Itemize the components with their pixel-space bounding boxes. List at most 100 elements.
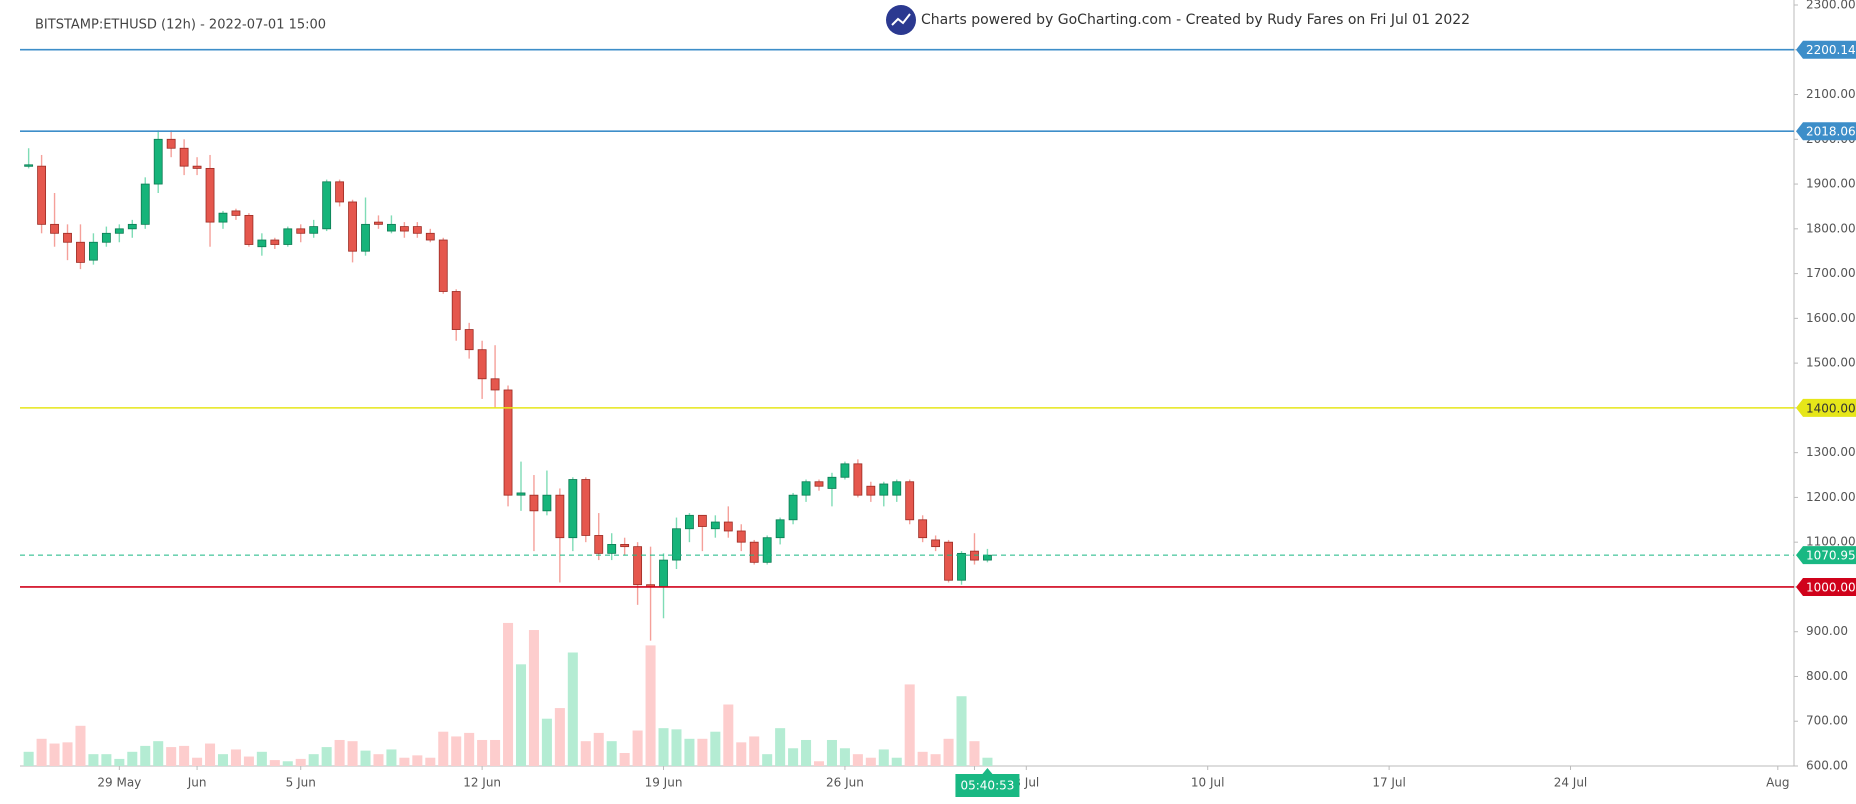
volume-bar bbox=[140, 745, 151, 766]
price-level-tag bbox=[1796, 398, 1856, 417]
price-level-label: 1400.00 bbox=[1806, 401, 1856, 415]
candle-body bbox=[477, 349, 487, 380]
candle-body bbox=[231, 210, 241, 216]
x-tick-label: 19 Jun bbox=[645, 776, 683, 790]
volume-bar bbox=[671, 729, 682, 766]
candle-body bbox=[827, 476, 837, 489]
volume-bar bbox=[295, 758, 306, 766]
candle-body bbox=[425, 232, 435, 241]
candle-body bbox=[788, 494, 798, 521]
volume-bar bbox=[580, 741, 591, 766]
volume-bar bbox=[567, 652, 578, 766]
candle-body bbox=[749, 541, 759, 563]
volume-bar bbox=[399, 757, 410, 766]
volume-bar bbox=[101, 754, 112, 766]
volume-bar bbox=[904, 684, 915, 766]
volume-bar bbox=[179, 745, 190, 766]
x-tick-label: 17 Jul bbox=[1372, 776, 1406, 790]
price-level-tag bbox=[1796, 577, 1856, 596]
volume-bar bbox=[515, 664, 527, 766]
y-tick-label: 1700.00 bbox=[1806, 266, 1856, 280]
volume-bar bbox=[969, 741, 980, 766]
candle-body bbox=[192, 165, 202, 169]
candle-body bbox=[555, 494, 565, 539]
volume-bar bbox=[438, 731, 449, 766]
volume-bar bbox=[801, 739, 812, 766]
candle-body bbox=[866, 485, 876, 496]
volume-bar bbox=[878, 749, 889, 766]
volume-bar bbox=[230, 749, 241, 766]
volume-bar bbox=[153, 741, 164, 766]
volume-bar bbox=[36, 738, 47, 766]
candle-body bbox=[633, 546, 643, 586]
candle-body bbox=[568, 479, 578, 539]
candle-body bbox=[464, 329, 474, 351]
volume-bar bbox=[749, 736, 760, 766]
volume-bar bbox=[477, 739, 488, 766]
candle-body bbox=[931, 539, 941, 548]
volume-bar bbox=[645, 645, 656, 766]
candle-body bbox=[840, 463, 850, 478]
volume-bar bbox=[23, 751, 34, 766]
candle-body bbox=[451, 291, 461, 330]
volume-bar bbox=[360, 750, 371, 766]
candle-body bbox=[438, 239, 448, 292]
candle-body bbox=[905, 481, 915, 521]
candle-body bbox=[114, 228, 124, 234]
y-tick-label: 600.00 bbox=[1806, 759, 1848, 773]
candle-body bbox=[581, 479, 591, 536]
candle-body bbox=[205, 167, 215, 223]
volume-bar bbox=[412, 755, 423, 766]
candle-body bbox=[672, 528, 681, 561]
candle-body bbox=[283, 228, 293, 245]
volume-bar bbox=[658, 728, 669, 766]
x-tick-label: Aug bbox=[1766, 776, 1789, 790]
candle-body bbox=[348, 201, 357, 252]
y-tick-label: 2100.00 bbox=[1806, 87, 1856, 101]
y-tick-label: 1800.00 bbox=[1806, 221, 1856, 235]
volume-bar bbox=[49, 743, 60, 766]
x-tick-label: 29 May bbox=[97, 776, 141, 790]
volume-bar bbox=[451, 736, 462, 766]
candle-body bbox=[257, 239, 267, 248]
volume-bar bbox=[114, 758, 125, 766]
volume-bar bbox=[269, 760, 280, 766]
candle-body bbox=[490, 378, 500, 391]
volume-bar bbox=[425, 757, 436, 766]
volume-bar bbox=[606, 741, 617, 766]
volume-bar bbox=[503, 622, 514, 766]
logo-icon bbox=[891, 13, 911, 26]
volume-bar bbox=[697, 738, 708, 766]
candle-body bbox=[801, 481, 811, 496]
candle-body bbox=[879, 483, 889, 496]
candle-body bbox=[594, 535, 604, 554]
candle-body bbox=[166, 138, 176, 149]
volume-bar bbox=[205, 743, 216, 766]
volume-bar bbox=[943, 738, 954, 766]
candle-body bbox=[723, 521, 733, 532]
volume-bar bbox=[736, 742, 747, 766]
volume-bar bbox=[166, 747, 177, 766]
candle-body bbox=[762, 537, 772, 563]
volume-bar bbox=[826, 739, 837, 766]
volume-bar bbox=[243, 756, 254, 766]
volume-bar bbox=[373, 754, 384, 766]
candle-body bbox=[710, 521, 720, 530]
price-level-label: 1000.00 bbox=[1806, 580, 1856, 594]
volume-bar bbox=[347, 741, 358, 766]
volume-bar bbox=[334, 739, 345, 766]
volume-bar bbox=[632, 730, 643, 766]
candle-body bbox=[697, 514, 707, 527]
candle-body bbox=[309, 226, 319, 234]
volume-bar bbox=[554, 708, 565, 766]
y-tick-label: 1300.00 bbox=[1806, 445, 1856, 459]
candle-body bbox=[853, 463, 863, 496]
volume-bar bbox=[528, 630, 539, 766]
volume-bar bbox=[839, 748, 850, 766]
candle-body bbox=[270, 239, 280, 245]
volume-bar bbox=[282, 761, 293, 766]
y-tick-label: 2300.00 bbox=[1806, 0, 1856, 12]
volume-bar bbox=[88, 754, 99, 766]
candle-body bbox=[322, 181, 332, 230]
